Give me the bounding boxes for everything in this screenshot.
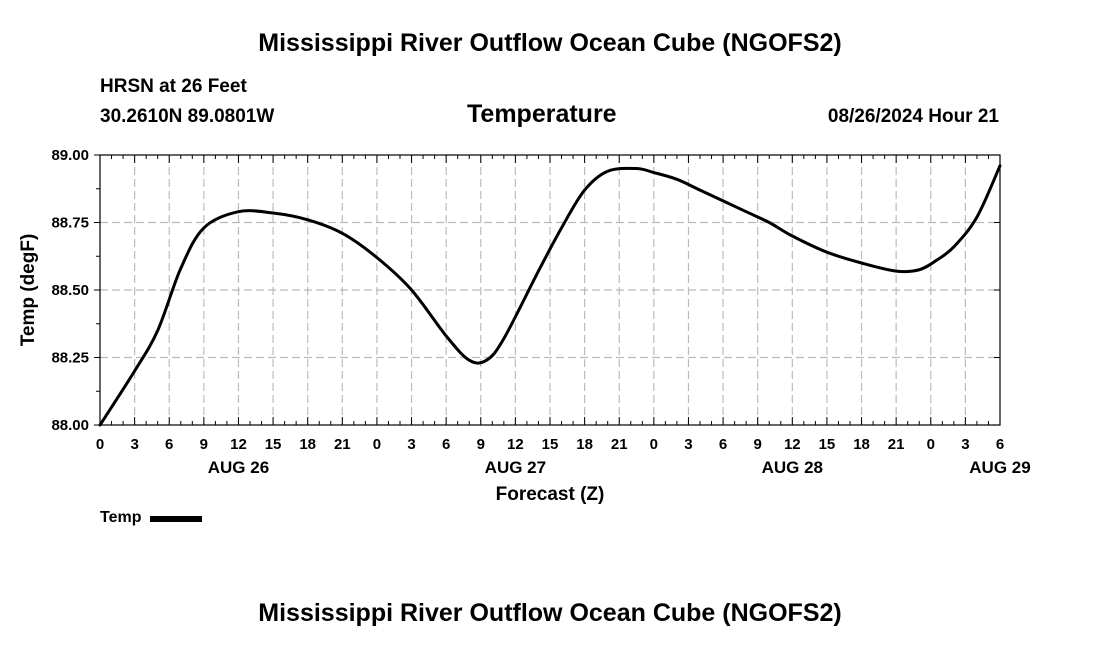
x-tick-label: 21: [888, 436, 905, 453]
x-tick-label: 18: [853, 436, 870, 453]
y-tick-label: 88.75: [51, 215, 89, 232]
y-tick-label: 89.00: [51, 147, 89, 164]
y-tick-label: 88.25: [51, 350, 89, 367]
coordinates-label: 30.2610N 89.0801W: [100, 106, 275, 127]
station-label: HRSN at 26 Feet: [100, 76, 247, 97]
day-label: AUG 28: [762, 458, 823, 477]
legend-label-temp: Temp: [100, 509, 142, 526]
x-tick-label: 12: [784, 436, 801, 453]
x-tick-label: 0: [650, 436, 658, 453]
y-axis-label: Temp (degF): [18, 234, 39, 347]
temp-series-line: [98, 164, 1002, 427]
x-tick-label: 0: [927, 436, 935, 453]
x-tick-label: 9: [477, 436, 485, 453]
x-tick-label: 15: [542, 436, 559, 453]
axis-labels: 0 3 6 9 12 15 18 21 0 3 6 9 12 15 18 21 0 3 6 9 12 15 18 21 0 3 6 A…: [51, 147, 1030, 477]
x-tick-label: 15: [819, 436, 836, 453]
y-tick-label: 88.00: [51, 417, 89, 434]
x-tick-label: 18: [299, 436, 316, 453]
day-label: AUG 27: [485, 458, 546, 477]
chart-subtitle: Temperature: [467, 100, 617, 128]
x-tick-label: 6: [996, 436, 1004, 453]
x-tick-label: 9: [200, 436, 208, 453]
x-tick-label: 3: [407, 436, 415, 453]
grid-lines: [100, 155, 1000, 425]
x-tick-label: 18: [576, 436, 593, 453]
x-tick-label: 3: [961, 436, 969, 453]
x-tick-label: 0: [373, 436, 381, 453]
x-tick-label: 6: [719, 436, 727, 453]
y-tick-label: 88.50: [51, 282, 89, 299]
x-tick-label: 21: [334, 436, 351, 453]
x-tick-label: 3: [130, 436, 138, 453]
forecast-datetime: 08/26/2024 Hour 21: [827, 106, 999, 127]
chart-main-title: Mississippi River Outflow Ocean Cube (NG…: [258, 29, 842, 57]
footer-title: Mississippi River Outflow Ocean Cube (NG…: [258, 599, 842, 627]
x-tick-label: 3: [684, 436, 692, 453]
x-axis-label: Forecast (Z): [496, 484, 605, 505]
x-tick-label: 12: [230, 436, 247, 453]
x-tick-label: 21: [611, 436, 628, 453]
x-tick-label: 12: [507, 436, 524, 453]
x-tick-label: 9: [754, 436, 762, 453]
legend: Temp: [100, 509, 203, 527]
legend-swatch-temp: [150, 516, 203, 522]
x-tick-label: 6: [442, 436, 450, 453]
x-tick-label: 15: [265, 436, 282, 453]
axis-ticks: [94, 154, 1001, 426]
x-tick-label: 0: [96, 436, 104, 453]
day-label: AUG 29: [969, 458, 1030, 477]
x-tick-label: 6: [165, 436, 173, 453]
day-label: AUG 26: [208, 458, 269, 477]
